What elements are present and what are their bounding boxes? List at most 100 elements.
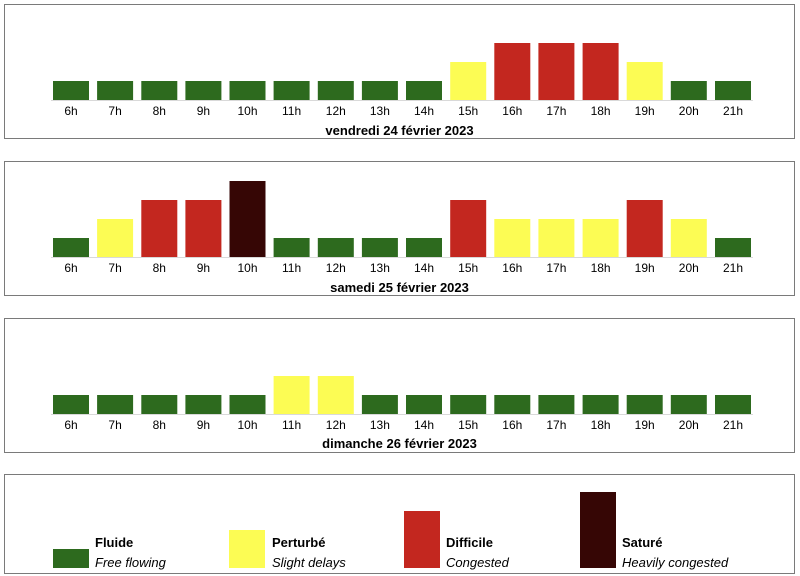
bar-friday-7h <box>97 81 134 100</box>
tick-label-friday-8h: 8h <box>153 104 166 118</box>
bar-saturday-17h <box>538 219 575 257</box>
bar-sunday-6h <box>53 395 89 414</box>
tick-label-friday-7h: 7h <box>108 104 121 118</box>
legend-desc-sature: Heavily congested <box>622 555 729 570</box>
tick-label-friday-9h: 9h <box>197 104 210 118</box>
tick-label-sunday-16h: 16h <box>502 418 522 432</box>
tick-label-friday-10h: 10h <box>237 104 257 118</box>
tick-label-sunday-10h: 10h <box>237 418 257 432</box>
legend-name-perturbe: Perturbé <box>272 535 326 550</box>
bar-saturday-12h <box>317 238 354 257</box>
bar-saturday-6h <box>53 238 89 257</box>
bar-saturday-15h <box>450 200 487 257</box>
bar-sunday-11h <box>273 376 310 414</box>
tick-label-sunday-8h: 8h <box>153 418 166 432</box>
legend: Fluide Free flowing Perturbé Slight dela… <box>4 474 795 574</box>
chart-panel-saturday: 6h 7h 8h 9h 10h 11h 12h 13h 14h 15h 16h 17h 18h 19h 20… <box>4 161 795 296</box>
bar-sunday-7h <box>97 395 134 414</box>
bar-sunday-12h <box>317 376 354 414</box>
bar-friday-19h <box>626 62 663 100</box>
bar-sunday-17h <box>538 395 575 414</box>
tick-label-saturday-13h: 13h <box>370 261 390 275</box>
tick-label-saturday-6h: 6h <box>64 261 77 275</box>
bar-saturday-20h <box>670 219 707 257</box>
chart-panel-friday: 6h 7h 8h 9h 10h 11h 12h 13h 14h 15h 16h 17h 18h 19h 20… <box>4 4 795 139</box>
tick-label-sunday-14h: 14h <box>414 418 434 432</box>
legend-desc-difficile: Congested <box>446 555 509 570</box>
chart-saturday: 6h 7h 8h 9h 10h 11h 12h 13h 14h 15h 16h 17h 18h 19h 20… <box>51 181 753 275</box>
tick-label-friday-11h: 11h <box>282 104 301 118</box>
tick-label-friday-17h: 17h <box>546 104 566 118</box>
bar-friday-10h <box>229 81 266 100</box>
tick-label-friday-18h: 18h <box>591 104 611 118</box>
bar-friday-18h <box>582 43 619 100</box>
legend-swatch-difficile <box>404 511 440 568</box>
legend-name-sature: Saturé <box>622 535 663 550</box>
tick-label-saturday-19h: 19h <box>635 261 655 275</box>
bar-friday-6h <box>53 81 89 100</box>
tick-label-friday-21h: 21h <box>723 104 743 118</box>
legend-name-fluide: Fluide <box>95 535 134 550</box>
bar-saturday-13h <box>361 238 398 257</box>
tick-label-friday-16h: 16h <box>502 104 522 118</box>
tick-label-saturday-16h: 16h <box>502 261 522 275</box>
tick-label-sunday-19h: 19h <box>635 418 655 432</box>
tick-label-saturday-18h: 18h <box>591 261 611 275</box>
bar-friday-14h <box>406 81 442 100</box>
tick-label-friday-14h: 14h <box>414 104 434 118</box>
bar-friday-12h <box>317 81 354 100</box>
bar-friday-15h <box>450 62 487 100</box>
tick-label-sunday-20h: 20h <box>679 418 699 432</box>
tick-label-friday-13h: 13h <box>370 104 390 118</box>
bar-sunday-10h <box>229 395 266 414</box>
bar-saturday-21h <box>715 238 751 257</box>
tick-label-saturday-17h: 17h <box>546 261 566 275</box>
tick-label-saturday-12h: 12h <box>326 261 346 275</box>
legend-name-difficile: Difficile <box>446 535 493 550</box>
bar-friday-20h <box>670 81 707 100</box>
legend-swatch-perturbe <box>229 530 265 568</box>
day-title-saturday: samedi 25 février 2023 <box>330 280 469 295</box>
bar-friday-8h <box>141 81 178 100</box>
tick-label-friday-15h: 15h <box>458 104 478 118</box>
tick-label-saturday-8h: 8h <box>153 261 166 275</box>
bar-saturday-9h <box>185 200 222 257</box>
day-title-friday: vendredi 24 février 2023 <box>325 123 474 138</box>
bar-friday-13h <box>361 81 398 100</box>
tick-label-saturday-11h: 11h <box>282 261 301 275</box>
bar-saturday-11h <box>273 238 310 257</box>
tick-label-sunday-7h: 7h <box>108 418 121 432</box>
tick-label-sunday-21h: 21h <box>723 418 743 432</box>
tick-label-saturday-10h: 10h <box>237 261 257 275</box>
legend-swatch-sature <box>580 492 616 568</box>
bar-friday-11h <box>273 81 310 100</box>
tick-label-saturday-14h: 14h <box>414 261 434 275</box>
chart-friday: 6h 7h 8h 9h 10h 11h 12h 13h 14h 15h 16h 17h 18h 19h 20… <box>51 43 753 118</box>
bar-friday-21h <box>715 81 751 100</box>
tick-label-saturday-20h: 20h <box>679 261 699 275</box>
tick-label-sunday-9h: 9h <box>197 418 210 432</box>
tick-label-sunday-17h: 17h <box>546 418 566 432</box>
tick-label-friday-6h: 6h <box>64 104 77 118</box>
tick-label-sunday-18h: 18h <box>591 418 611 432</box>
chart-panel-sunday: 6h 7h 8h 9h 10h 11h 12h 13h 14h 15h 16h 17h 18h 19h 20… <box>4 318 795 453</box>
bar-sunday-20h <box>670 395 707 414</box>
bar-saturday-18h <box>582 219 619 257</box>
bar-friday-9h <box>185 81 222 100</box>
bar-sunday-9h <box>185 395 222 414</box>
bar-saturday-10h <box>229 181 266 257</box>
bar-sunday-19h <box>626 395 663 414</box>
bar-saturday-7h <box>97 219 134 257</box>
bar-sunday-16h <box>494 395 531 414</box>
tick-label-sunday-11h: 11h <box>282 418 301 432</box>
bar-friday-17h <box>538 43 575 100</box>
bar-sunday-18h <box>582 395 619 414</box>
chart-sunday: 6h 7h 8h 9h 10h 11h 12h 13h 14h 15h 16h 17h 18h 19h 20… <box>51 376 753 432</box>
legend-swatch-fluide <box>53 549 89 568</box>
tick-label-sunday-6h: 6h <box>64 418 77 432</box>
bar-sunday-15h <box>450 395 487 414</box>
bar-sunday-13h <box>361 395 398 414</box>
bar-sunday-8h <box>141 395 178 414</box>
bar-sunday-21h <box>715 395 751 414</box>
tick-label-saturday-21h: 21h <box>723 261 743 275</box>
